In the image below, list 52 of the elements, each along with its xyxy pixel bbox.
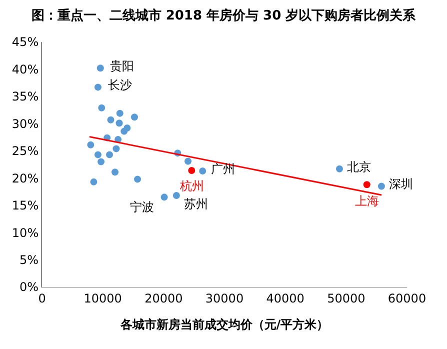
y-tick-label: 35% (12, 90, 39, 104)
point (94, 84, 102, 91)
x-tick-label: 0 (38, 291, 46, 306)
x-tick-label: 60000 (388, 291, 426, 306)
point (199, 168, 206, 175)
point (98, 104, 106, 112)
point (96, 64, 104, 72)
annotation: 苏州 (184, 197, 208, 211)
annotation: 长沙 (108, 78, 132, 92)
y-tick-label: 5% (20, 252, 39, 267)
point (134, 176, 142, 183)
point (112, 145, 120, 152)
y-tick-label: 45% (12, 35, 39, 50)
point (172, 192, 180, 200)
y-tick-label: 40% (12, 62, 39, 76)
x-tick-label: 40000 (266, 291, 304, 306)
point (120, 128, 128, 135)
x-tick-label: 10000 (84, 291, 122, 306)
point (107, 116, 114, 124)
point (90, 178, 98, 186)
y-tick-label: 20% (12, 171, 39, 186)
point (106, 151, 114, 158)
point (184, 158, 192, 165)
y-tick-label: 15% (12, 198, 39, 213)
point (378, 182, 385, 190)
chart-title: 图：重点一、二线城市 2018 年房价与 30 岁以下购房者比例关系 (31, 8, 417, 24)
point (160, 194, 168, 201)
point (98, 158, 105, 166)
y-tick-label: 25% (12, 144, 39, 158)
point (94, 151, 102, 158)
x-tick-label: 20000 (144, 291, 183, 306)
x-tick-label: 50000 (327, 291, 366, 306)
x-axis-title: 各城市新房当前成交均价（元/平方米） (119, 317, 329, 332)
annotation: 贵阳 (110, 59, 134, 73)
annotation: 北京 (347, 160, 371, 174)
x-tick-label: 30000 (205, 291, 244, 306)
annotation: 上海 (355, 194, 379, 208)
annotation: 广州 (211, 162, 235, 176)
y-tick-label: 30% (12, 116, 39, 131)
point (336, 165, 343, 172)
y-tick-label: 0% (20, 280, 39, 294)
point (112, 168, 118, 176)
point (116, 120, 123, 127)
annotation: 宁波 (130, 200, 154, 214)
point (87, 141, 94, 148)
y-tick-label: 10% (12, 226, 39, 240)
point (188, 166, 196, 174)
point (363, 181, 370, 188)
annotation: 深圳 (389, 177, 413, 191)
point (116, 110, 124, 117)
point (130, 114, 138, 121)
annotation: 杭州 (179, 179, 204, 193)
